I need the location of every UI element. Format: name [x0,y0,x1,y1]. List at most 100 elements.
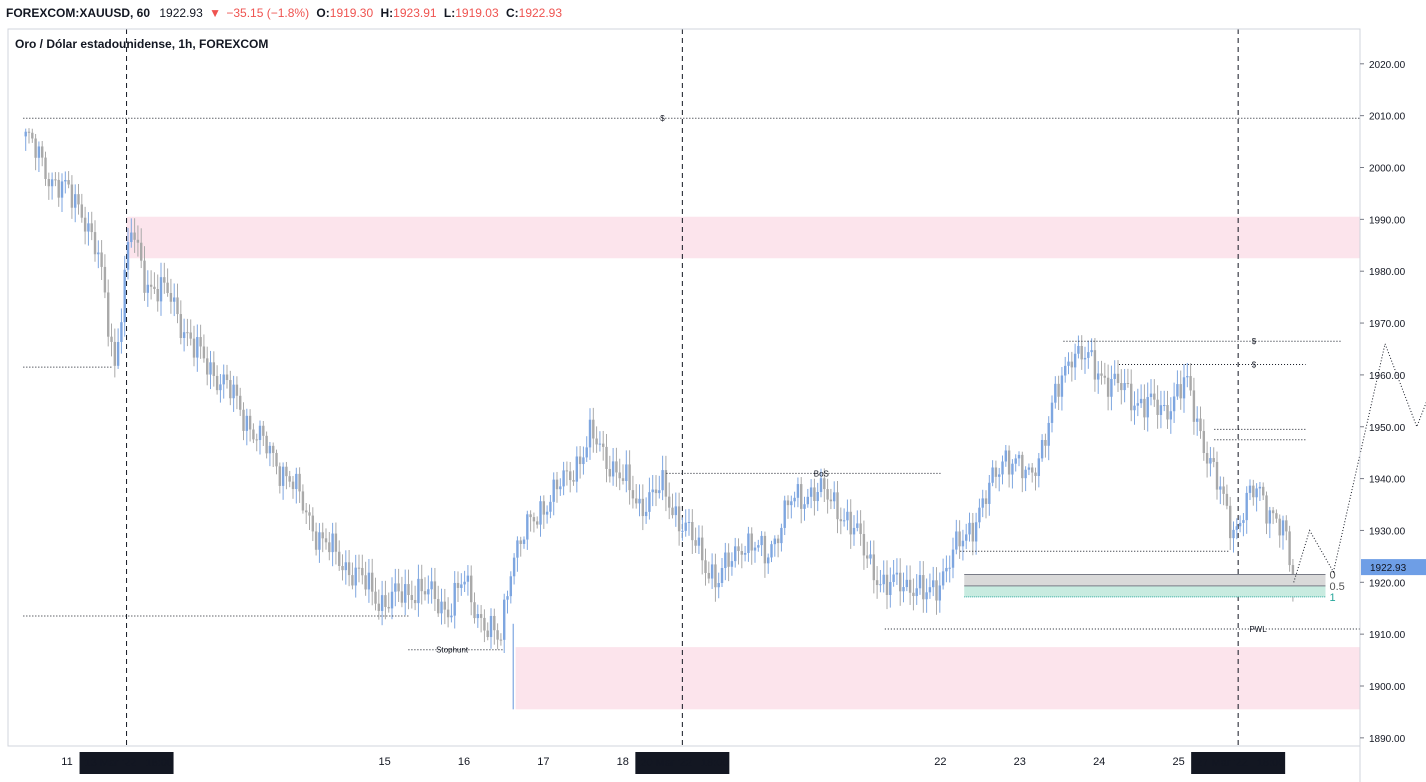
candle [938,572,942,613]
symbol-name[interactable]: FOREXCOM:XAUUSD, 60 [6,6,151,20]
candle [140,228,143,269]
horizontal-levels: $ Stophunt BoS $ $ PWL [23,114,1360,655]
candle-body [552,479,555,502]
candle [1182,363,1186,413]
fib-retracement[interactable]: 00.51 [964,570,1345,604]
candle [1212,447,1215,468]
candle-body [875,580,879,586]
candle-body [922,575,925,600]
low-label: L: [443,6,456,20]
candle [364,561,367,596]
candle-body [915,588,918,597]
candle [156,274,159,312]
candle [753,541,757,563]
time-axis[interactable]: 111516171822232425293031Abr13 Mar '22 18… [61,752,1426,774]
candle [839,507,843,535]
candle-body [423,591,427,595]
candle [1265,491,1268,535]
price-axis[interactable]: 2020.00 2010.00 2000.00 1990.00 1980.00 1970.… [1360,60,1426,745]
candle [644,497,648,524]
candle [621,464,625,485]
candle [176,283,179,324]
candle-body [334,533,338,552]
candle [252,423,255,444]
candle [470,565,473,616]
candle-body [753,547,757,551]
candle [608,455,612,483]
candle-body [1097,373,1100,380]
candle-body [740,551,744,555]
candle [707,561,711,584]
candle-body [1073,353,1077,368]
candle-body [44,157,47,180]
candle-body [994,467,998,477]
high-value: 1923.91 [393,6,437,20]
candle-body [404,584,407,603]
candle-body [539,501,542,525]
price-zone [515,647,1360,710]
price-zone [126,216,1360,259]
candle [265,431,268,459]
candle [1060,366,1064,411]
candle [984,490,988,519]
price-tick-label: 1990.00 [1369,215,1406,226]
candle [1143,384,1146,431]
candle [483,609,486,643]
candle-body [34,138,37,158]
candle-body [932,580,935,588]
candle [902,572,905,603]
candle-body [1202,431,1206,454]
candle [809,479,813,509]
candle [1205,441,1209,478]
candle-body [532,517,536,522]
price-tick-label: 1930.00 [1369,526,1406,537]
candle [1258,481,1262,501]
candle [1040,434,1044,462]
candle [407,569,410,610]
candle-body [595,438,598,445]
candle-body [965,534,968,541]
candle-body [707,572,711,579]
candle-body [1044,439,1047,446]
candle [37,141,41,173]
candle [598,431,602,452]
candle-body [1262,486,1265,496]
candle-body [1060,375,1064,397]
candle [724,542,727,581]
candle [760,531,763,557]
candle-body [1021,454,1024,479]
candle-body [420,578,423,592]
chart-frame [7,28,1361,782]
candle-body [572,480,575,482]
candle [347,550,351,587]
candle [1252,479,1255,506]
candle-body [852,527,856,535]
candle [47,172,51,200]
candle-body [351,575,354,586]
candle [354,554,357,598]
candle [1149,379,1153,406]
candle-body [338,551,341,566]
candle [961,529,965,561]
candle [833,481,836,509]
candle [684,509,687,537]
candle [951,537,955,579]
candle [674,492,678,527]
candle-body [951,549,955,568]
candle-body [192,338,196,358]
candle-body [456,582,460,588]
candle [1133,391,1136,425]
level-label: $ [1252,337,1257,346]
price-tick-label: 1920.00 [1369,578,1406,589]
candle [1248,479,1252,501]
candle [450,603,453,623]
candle-body [849,511,852,535]
candle [605,433,608,483]
candle-body [803,504,806,509]
candle-body [928,587,932,593]
time-tick-label: 22 [934,756,946,768]
time-marker-badge [635,752,730,774]
candle-body [417,578,420,604]
candle [126,227,130,280]
